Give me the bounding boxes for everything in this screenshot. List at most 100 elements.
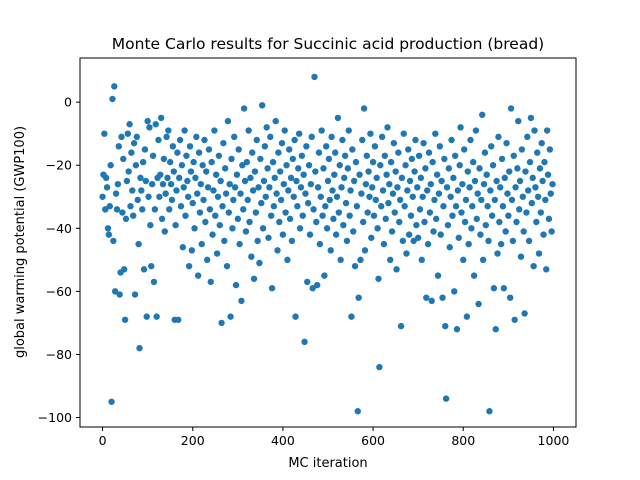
data-point — [366, 193, 373, 200]
data-point — [378, 203, 385, 210]
data-point — [191, 225, 198, 232]
data-point — [500, 285, 508, 292]
data-point — [139, 206, 146, 213]
data-point — [469, 203, 476, 210]
data-point — [486, 408, 493, 415]
data-point — [265, 234, 272, 241]
data-point — [149, 152, 157, 159]
data-point — [309, 285, 316, 292]
data-point — [197, 180, 205, 188]
data-point — [160, 155, 168, 163]
data-point — [285, 187, 292, 194]
data-point — [275, 149, 282, 156]
data-point — [303, 143, 310, 150]
data-point — [162, 190, 169, 197]
data-point — [218, 319, 225, 327]
data-point — [326, 196, 333, 204]
data-point — [372, 196, 379, 204]
data-point — [350, 228, 357, 235]
data-point — [427, 180, 435, 188]
data-point — [126, 121, 133, 128]
data-point — [152, 121, 159, 128]
x-tick-label: 800 — [451, 433, 475, 448]
y-tick-label: −40 — [46, 221, 72, 236]
data-point — [310, 206, 317, 213]
data-point — [378, 133, 386, 141]
data-point — [496, 218, 503, 226]
data-point — [163, 133, 170, 141]
data-point — [273, 190, 280, 197]
data-point — [296, 225, 304, 232]
data-point — [147, 221, 154, 229]
chart-title: Monte Carlo results for Succinic acid pr… — [112, 35, 544, 53]
data-point — [316, 240, 324, 248]
data-point — [363, 152, 370, 159]
data-point — [341, 152, 349, 159]
x-tick-label: 1000 — [538, 433, 570, 448]
data-point — [364, 209, 371, 216]
data-point — [175, 316, 182, 323]
data-point — [280, 180, 288, 188]
data-point — [264, 165, 271, 172]
data-point — [414, 184, 421, 191]
data-point — [133, 133, 141, 141]
data-point — [422, 165, 429, 172]
data-point — [542, 196, 549, 204]
data-point — [465, 240, 472, 248]
data-point — [448, 136, 455, 144]
data-point — [544, 171, 552, 178]
data-point — [381, 152, 389, 159]
data-point — [365, 168, 372, 175]
data-point — [234, 215, 242, 223]
data-point — [520, 228, 527, 235]
data-point — [118, 133, 125, 141]
data-point — [184, 177, 191, 185]
data-point — [174, 149, 181, 156]
data-point — [419, 193, 426, 200]
data-point — [454, 187, 462, 194]
plot-frame — [79, 57, 577, 428]
data-point — [277, 168, 284, 175]
data-point — [355, 294, 362, 301]
data-point — [430, 228, 437, 235]
data-point — [385, 199, 392, 207]
data-point — [135, 240, 142, 248]
data-point — [405, 231, 413, 238]
data-point — [485, 237, 492, 245]
data-point — [244, 196, 251, 204]
data-point — [508, 196, 516, 204]
data-point — [477, 231, 484, 238]
data-point — [124, 130, 131, 137]
data-point — [134, 196, 141, 204]
data-point — [530, 262, 537, 270]
data-point — [376, 363, 383, 371]
data-point — [387, 158, 395, 166]
data-point — [394, 184, 401, 191]
data-point — [442, 322, 449, 330]
data-point — [348, 313, 355, 320]
data-point — [158, 215, 166, 223]
data-point — [341, 174, 348, 182]
data-point — [202, 218, 209, 226]
data-point — [436, 143, 444, 150]
data-point — [476, 165, 483, 172]
data-point — [526, 158, 534, 166]
data-point — [457, 124, 464, 131]
data-point — [192, 174, 199, 182]
data-point — [239, 162, 246, 169]
data-point — [323, 225, 331, 232]
data-point — [237, 190, 244, 197]
data-point — [380, 240, 388, 248]
data-point — [270, 203, 278, 210]
data-point — [334, 114, 342, 122]
data-point — [532, 184, 539, 191]
data-point — [308, 133, 315, 141]
data-point — [299, 212, 306, 219]
data-point — [313, 281, 321, 289]
data-point — [531, 127, 538, 134]
data-point — [506, 294, 514, 301]
data-point — [368, 234, 375, 241]
data-point — [494, 250, 501, 257]
data-point — [297, 184, 305, 191]
data-point — [258, 102, 266, 109]
